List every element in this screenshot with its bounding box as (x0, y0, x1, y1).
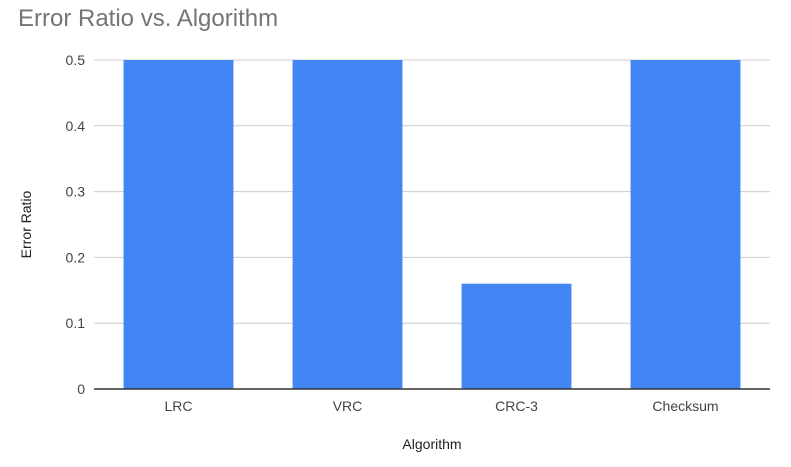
y-tick-label: 0.2 (66, 249, 86, 265)
bar-vrc (292, 60, 403, 389)
x-tick-label: CRC-3 (495, 398, 538, 414)
y-tick-label: 0.1 (66, 315, 86, 331)
bar-crc-3 (461, 283, 572, 389)
x-axis-title: Algorithm (402, 436, 461, 452)
x-tick-label: Checksum (652, 398, 718, 414)
y-tick-label: 0 (77, 381, 85, 397)
x-tick-label: LRC (164, 398, 192, 414)
x-tick-label: VRC (333, 398, 363, 414)
y-tick-label: 0.5 (66, 52, 86, 68)
y-tick-label: 0.4 (66, 118, 86, 134)
y-axis-title: Error Ratio (18, 190, 34, 258)
bar-checksum (630, 60, 741, 389)
x-tick-labels: LRC VRC CRC-3 Checksum (164, 398, 718, 414)
y-tick-label: 0.3 (66, 184, 86, 200)
y-tick-labels: 0 0.1 0.2 0.3 0.4 0.5 (66, 52, 86, 397)
bar-lrc (123, 60, 234, 389)
bars (123, 60, 741, 389)
chart-title: Error Ratio vs. Algorithm (18, 5, 279, 32)
